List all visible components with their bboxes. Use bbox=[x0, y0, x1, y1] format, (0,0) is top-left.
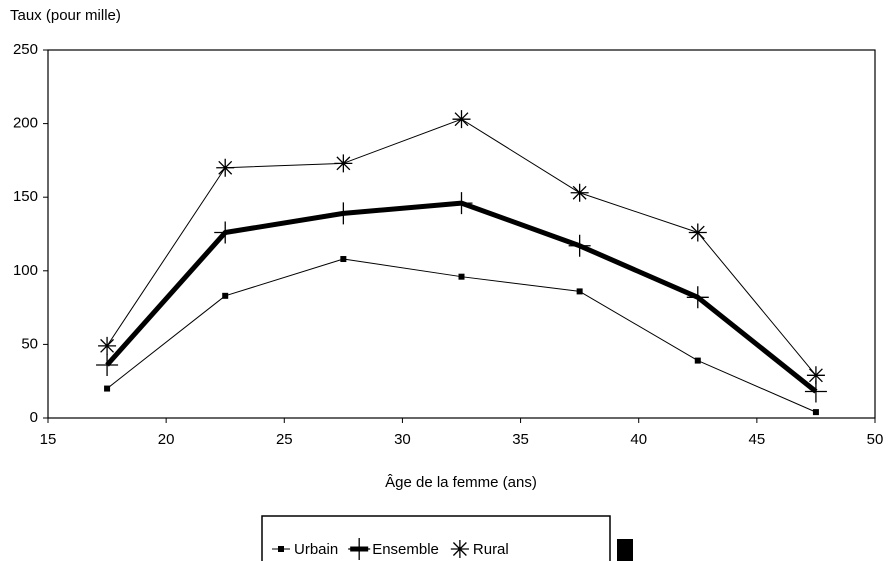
legend-label: Ensemble bbox=[372, 541, 439, 558]
x-tick-label: 45 bbox=[749, 431, 766, 448]
x-tick-label: 20 bbox=[158, 431, 175, 448]
y-tick-label: 250 bbox=[13, 41, 38, 58]
y-tick-label: 200 bbox=[13, 115, 38, 132]
legend-marker bbox=[278, 546, 284, 552]
y-tick-label: 150 bbox=[13, 188, 38, 205]
y-tick-label: 0 bbox=[30, 409, 38, 426]
marker bbox=[458, 273, 465, 280]
legend-marker bbox=[450, 540, 469, 558]
y-tick-label: 50 bbox=[21, 335, 38, 352]
y-axis-label: Taux (pour mille) bbox=[10, 7, 121, 24]
marker bbox=[216, 158, 235, 177]
marker bbox=[806, 366, 825, 385]
x-axis-label: Âge de la femme (ans) bbox=[385, 474, 537, 491]
x-tick-label: 35 bbox=[512, 431, 529, 448]
x-tick-label: 50 bbox=[867, 431, 884, 448]
marker bbox=[452, 110, 471, 129]
legend-label: Urbain bbox=[294, 541, 338, 558]
legend-marker bbox=[348, 538, 371, 560]
legend-box bbox=[261, 515, 611, 561]
legend-artifact bbox=[617, 539, 633, 561]
x-tick-label: 15 bbox=[40, 431, 57, 448]
marker bbox=[450, 192, 473, 215]
marker bbox=[334, 154, 353, 173]
y-tick-label: 100 bbox=[13, 262, 38, 279]
marker bbox=[568, 234, 591, 257]
plot-frame bbox=[47, 49, 876, 419]
x-tick-label: 30 bbox=[394, 431, 411, 448]
marker bbox=[812, 409, 819, 416]
marker bbox=[688, 223, 707, 242]
marker bbox=[570, 183, 589, 202]
marker bbox=[694, 357, 701, 364]
marker bbox=[214, 221, 237, 244]
marker bbox=[576, 288, 583, 295]
marker bbox=[96, 354, 119, 377]
x-tick-label: 25 bbox=[276, 431, 293, 448]
marker bbox=[340, 256, 347, 263]
marker bbox=[332, 202, 355, 225]
marker bbox=[222, 292, 229, 299]
marker bbox=[98, 336, 117, 355]
legend-label: Rural bbox=[473, 541, 509, 558]
marker bbox=[104, 385, 111, 392]
marker bbox=[686, 286, 709, 309]
x-tick-label: 40 bbox=[630, 431, 647, 448]
